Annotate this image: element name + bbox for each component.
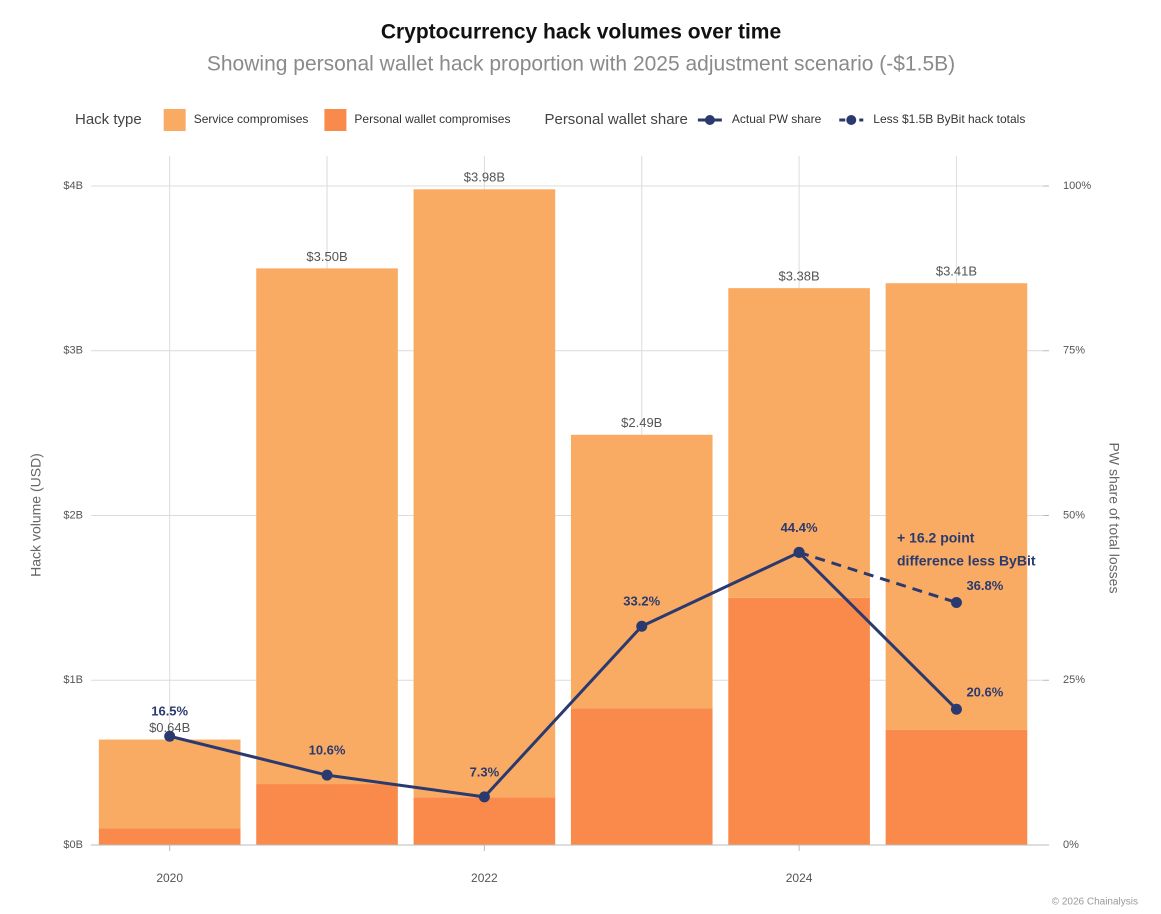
y-tick-label: $1B: [63, 674, 83, 686]
y2-tick-label: 50%: [1063, 509, 1085, 521]
legend-title: Personal wallet share: [544, 111, 687, 128]
total-label: $3.38B: [778, 269, 819, 284]
line-point: [321, 769, 333, 781]
x-tick-label: 2024: [786, 871, 813, 885]
chart-title: Cryptocurrency hack volumes over time: [381, 21, 781, 44]
bar-segment: [728, 288, 870, 598]
y2-tick-label: 0%: [1063, 839, 1079, 851]
bar-segment: [256, 784, 398, 845]
value-label: 36.8%: [966, 578, 1003, 593]
bar-segment: [885, 729, 1028, 845]
source: © 2026 Chainalysis: [1052, 897, 1138, 908]
line-point: [950, 596, 962, 608]
bar-segment: [256, 268, 398, 785]
total-label: $3.41B: [936, 264, 977, 279]
legend-marker: [846, 115, 857, 125]
x-tick-label: 2020: [156, 871, 183, 885]
total-label: $2.49B: [621, 415, 662, 430]
y-axis-title: Hack volume (USD): [28, 453, 44, 577]
chart-subtitle: Showing personal wallet hack proportion …: [207, 53, 955, 76]
value-label: 44.4%: [781, 520, 818, 535]
line-point: [636, 620, 648, 632]
bar-segment: [570, 434, 713, 709]
bar-segment: [413, 189, 556, 798]
bar-segment: [413, 797, 556, 845]
legend-swatch: [163, 109, 186, 131]
annotation: difference less ByBit: [897, 553, 1036, 569]
total-label: $3.98B: [464, 170, 505, 185]
bar-segment: [570, 708, 713, 845]
y-tick-label: $3B: [63, 345, 83, 357]
value-label: 10.6%: [309, 743, 346, 758]
y-tick-label: $2B: [63, 509, 83, 521]
value-label: 7.3%: [470, 764, 500, 779]
legend-label: Service compromises: [194, 112, 309, 126]
bar-segment: [728, 597, 870, 845]
x-tick-label: 2022: [471, 871, 498, 885]
y-tick-label: $0B: [63, 839, 83, 851]
y2-tick-label: 100%: [1063, 180, 1091, 192]
line-point: [793, 546, 805, 558]
legend-label: Actual PW share: [732, 112, 822, 126]
legend-title: Hack type: [75, 111, 142, 128]
line-point: [950, 703, 962, 715]
legend-label: Personal wallet compromises: [354, 112, 510, 126]
value-label: 20.6%: [966, 685, 1003, 700]
bar-segment: [98, 739, 241, 829]
y-tick-label: $4B: [63, 180, 83, 192]
legend-swatch: [324, 109, 347, 131]
value-label: 16.5%: [151, 704, 188, 719]
line: [798, 550, 957, 604]
y2-tick-label: 75%: [1063, 345, 1085, 357]
value-label: 33.2%: [623, 594, 660, 609]
total-label: $0.64B: [149, 720, 190, 735]
y2-axis-title: PW share of total losses: [1106, 443, 1122, 594]
total-label: $3.50B: [306, 249, 347, 264]
legend-marker: [704, 115, 715, 125]
annotation: + 16.2 point: [897, 530, 975, 546]
bar-segment: [98, 828, 241, 845]
bar-segment: [885, 283, 1028, 730]
line: [169, 550, 958, 799]
line-point: [478, 791, 490, 803]
line-point: [164, 730, 176, 742]
legend-label: Less $1.5B ByBit hack totals: [873, 112, 1025, 126]
y2-tick-label: 25%: [1063, 674, 1085, 686]
